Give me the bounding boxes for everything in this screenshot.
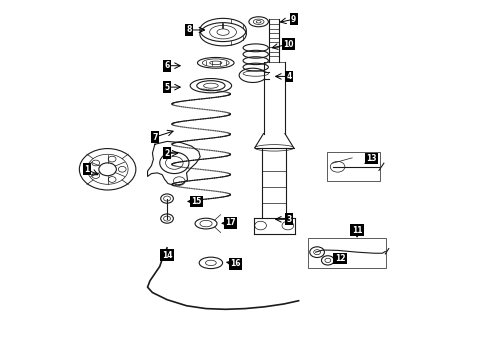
Text: 4: 4 — [286, 72, 292, 81]
Bar — [308, 238, 386, 267]
Text: 16: 16 — [230, 260, 241, 269]
Text: 3: 3 — [286, 215, 292, 224]
Text: 2: 2 — [165, 149, 170, 158]
Text: 5: 5 — [165, 83, 170, 92]
Text: 10: 10 — [284, 40, 294, 49]
Text: 12: 12 — [335, 254, 345, 263]
Text: 11: 11 — [352, 225, 362, 234]
Text: 7: 7 — [152, 132, 158, 141]
Text: 13: 13 — [367, 154, 377, 163]
Text: 9: 9 — [291, 15, 296, 24]
Text: 1: 1 — [84, 165, 89, 174]
Bar — [327, 153, 380, 181]
Text: 17: 17 — [225, 219, 236, 228]
Text: 14: 14 — [162, 251, 172, 260]
Text: 6: 6 — [165, 61, 170, 70]
Text: 8: 8 — [186, 26, 192, 35]
Text: 15: 15 — [191, 197, 201, 206]
